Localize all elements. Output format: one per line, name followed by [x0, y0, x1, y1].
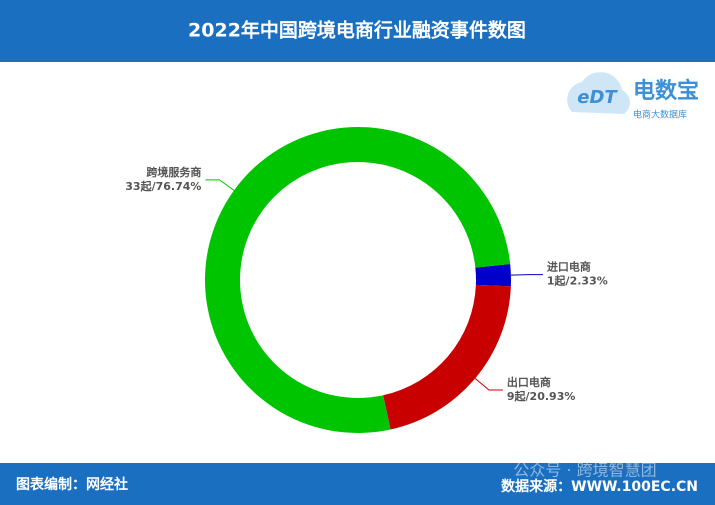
slice	[475, 264, 511, 287]
leader-line	[205, 179, 235, 191]
header-bar	[0, 0, 715, 62]
slice-label: 出口电商	[507, 375, 551, 389]
slice-label: 进口电商	[547, 260, 591, 274]
data-label: 1起/2.33%	[547, 274, 608, 288]
data-label: 33起/76.74%	[125, 179, 201, 193]
leader-line	[510, 274, 543, 276]
logo-cloud	[567, 72, 630, 114]
watermark: 公众号 · 跨境智慧团	[513, 461, 656, 480]
leader-line	[474, 378, 503, 391]
footer-left: 图表编制：网经社	[16, 476, 128, 493]
chart-title: 2022年中国跨境电商行业融资事件数图	[188, 19, 526, 42]
slice	[383, 284, 511, 430]
slice-label: 跨境服务商	[146, 165, 201, 179]
footer-bar	[0, 463, 715, 505]
data-label: 9起/20.93%	[507, 389, 575, 403]
logo-mark: eDT	[577, 87, 618, 108]
logo-tagline: 电商大数据库	[633, 109, 687, 121]
footer-right: 数据来源：WWW.100EC.CN	[501, 478, 698, 495]
logo-name: 电数宝	[633, 78, 699, 104]
